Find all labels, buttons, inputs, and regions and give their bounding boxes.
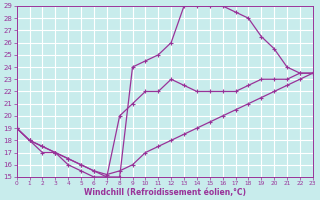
X-axis label: Windchill (Refroidissement éolien,°C): Windchill (Refroidissement éolien,°C)	[84, 188, 246, 197]
